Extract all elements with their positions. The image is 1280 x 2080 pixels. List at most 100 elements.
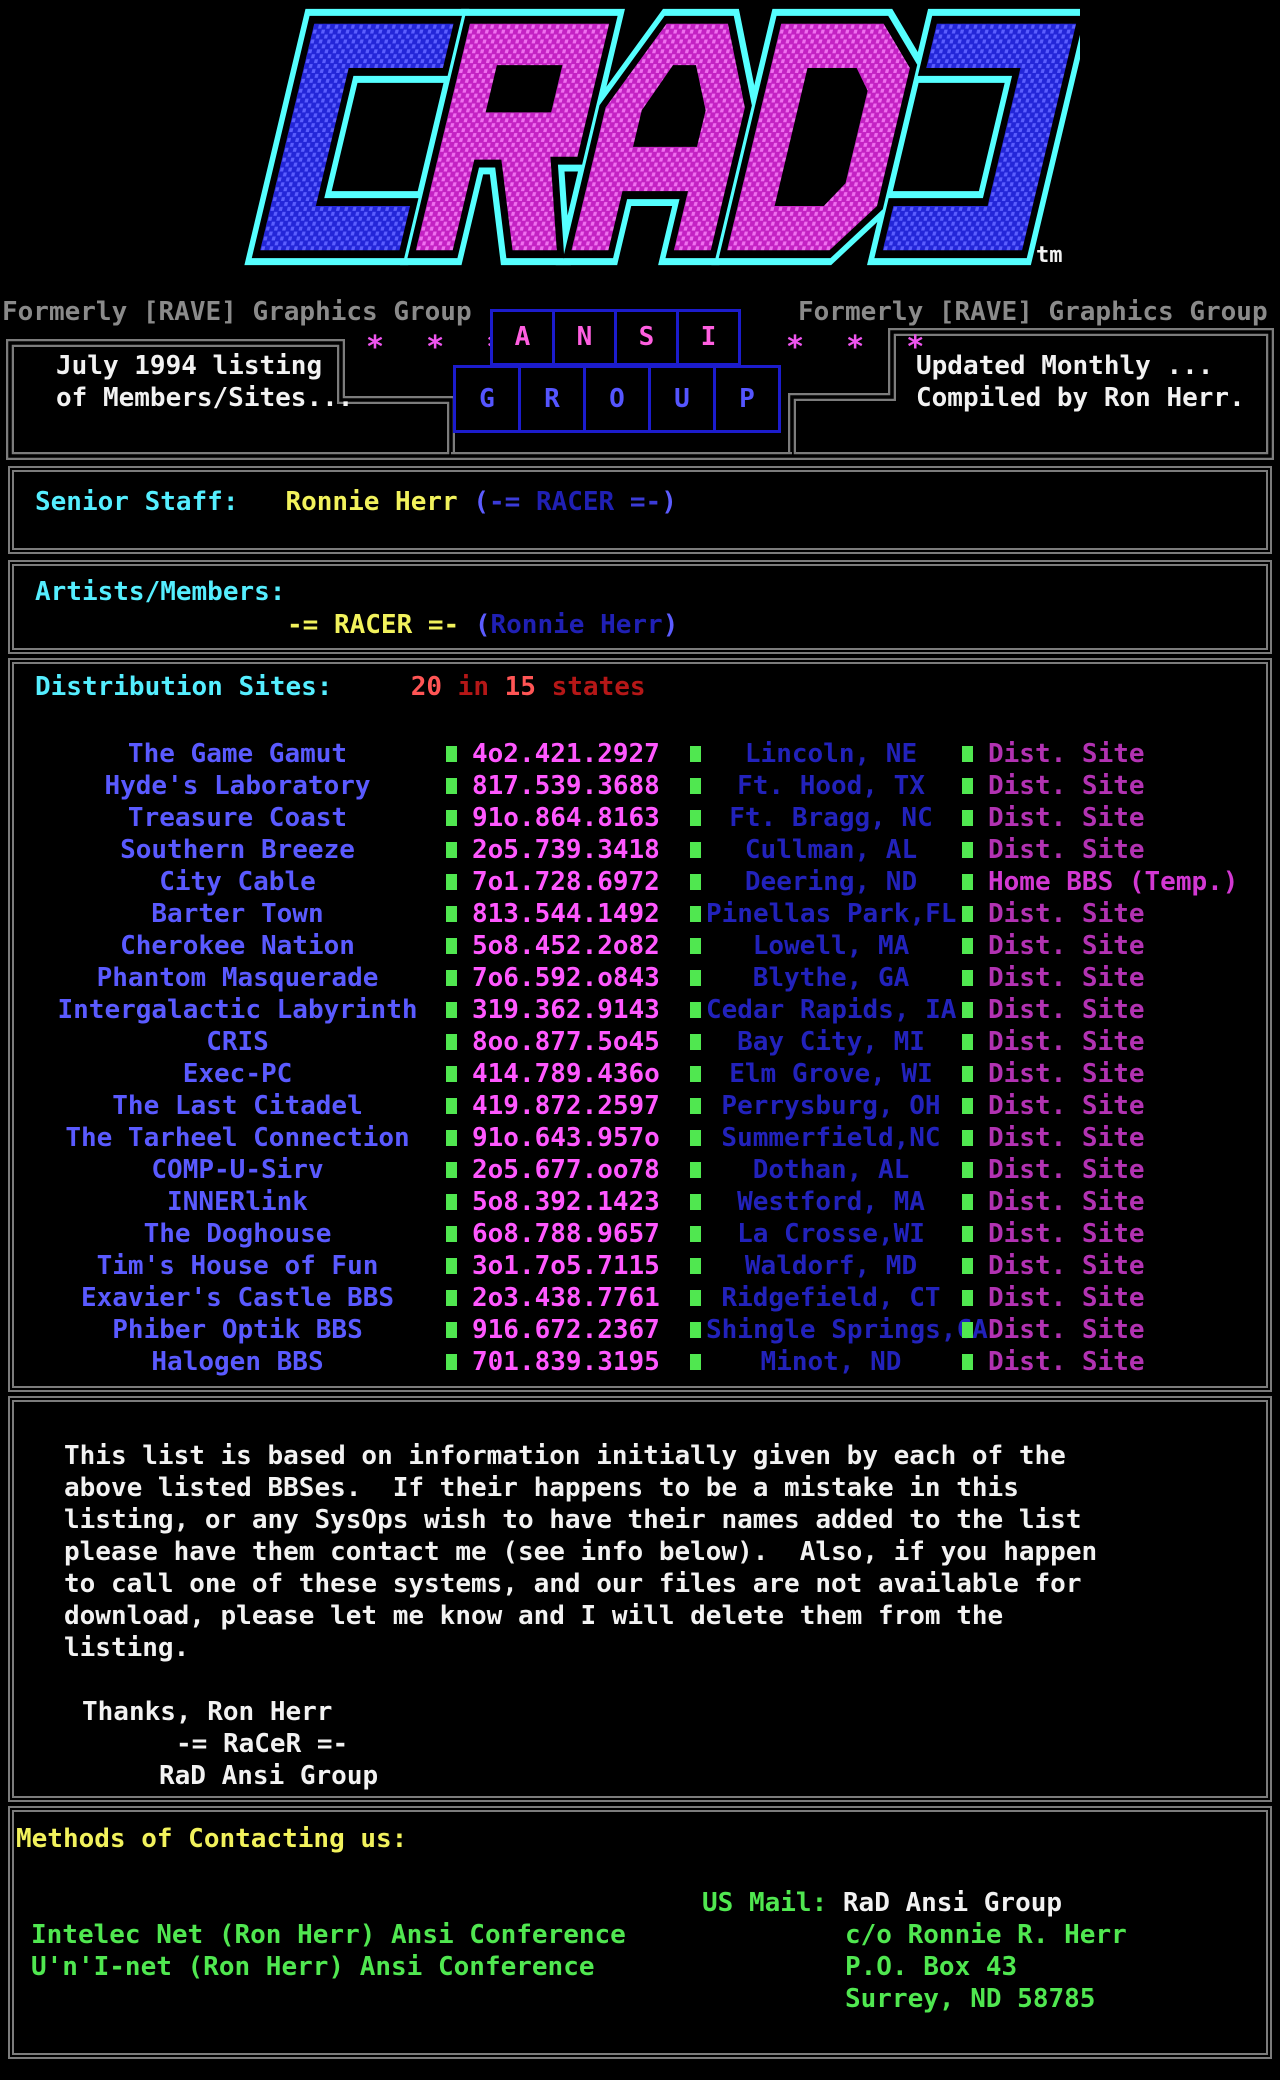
stars-right: * * *	[786, 330, 937, 365]
site-row: The Tarheel Connection 91o.643.957o Summer…	[35, 1122, 1245, 1154]
separator-square-icon	[446, 1034, 457, 1050]
senior-staff-box	[8, 466, 1272, 554]
site-location: Lowell, MA	[752, 931, 910, 961]
artists-members-box	[8, 560, 1272, 654]
separator-square-icon	[962, 1354, 973, 1370]
site-count: 20	[410, 672, 443, 702]
separator-square-icon	[690, 842, 701, 858]
site-status: Dist. Site	[988, 1091, 1145, 1121]
site-row: COMP-U-Sirv 2o5.677.oo78 Dothan, AL Dist. S…	[35, 1154, 1245, 1186]
site-phone: 2o3.438.7761	[472, 1283, 660, 1313]
group-letter-box-g: G	[453, 365, 521, 433]
group-letter-box-o: O	[583, 365, 651, 433]
site-name: Southern Breeze	[120, 835, 355, 865]
separator-square-icon	[446, 1290, 457, 1306]
site-row: Cherokee Nation 5o8.452.2o82 Lowell, MA Dis…	[35, 930, 1245, 962]
thanks-line: Thanks, Ron Herr	[82, 1697, 333, 1727]
separator-square-icon	[446, 1130, 457, 1146]
separator-square-icon	[690, 1162, 701, 1178]
separator-square-icon	[446, 1258, 457, 1274]
network-line-1: Intelec Net (Ron Herr) Ansi Conference	[31, 1920, 626, 1950]
site-name: Exavier's Castle BBS	[80, 1283, 395, 1313]
state-count: 15	[504, 672, 536, 702]
separator-square-icon	[690, 906, 701, 922]
senior-staff-handle: RACER	[535, 487, 615, 517]
site-location: Ft. Bragg, NC	[729, 803, 933, 833]
separator-square-icon	[446, 1066, 457, 1082]
separator-square-icon	[962, 906, 973, 922]
site-location: Deering, ND	[744, 867, 918, 897]
site-status: Dist. Site	[988, 835, 1145, 865]
separator-square-icon	[690, 778, 701, 794]
site-row: Tim's House of Fun 3o1.7o5.7115 Waldorf, M…	[35, 1250, 1245, 1282]
site-phone: 419.872.2597	[472, 1091, 660, 1121]
distribution-sites-box	[8, 658, 1272, 1392]
separator-square-icon	[446, 1098, 457, 1114]
site-location: Ft. Hood, TX	[737, 771, 925, 801]
separator-square-icon	[690, 938, 701, 954]
us-mail-line: US Mail: RaD Ansi Group	[702, 1887, 1062, 1919]
site-status: Dist. Site	[988, 1059, 1145, 1089]
site-location: Dothan, AL	[752, 1155, 910, 1185]
site-row: The Game Gamut 4o2.421.2927 Lincoln, NE Dis…	[35, 738, 1245, 770]
site-status: Dist. Site	[988, 1187, 1145, 1217]
site-name: COMP-U-Sirv	[151, 1155, 324, 1185]
site-status: Dist. Site	[988, 1347, 1145, 1377]
separator-square-icon	[962, 1002, 973, 1018]
site-name: The Game Gamut	[127, 739, 348, 769]
site-status: Dist. Site	[988, 739, 1145, 769]
site-location: Waldorf, MD	[744, 1251, 918, 1281]
separator-square-icon	[962, 1162, 973, 1178]
logo-glyph-bracket-right	[882, 23, 1077, 251]
separator-square-icon	[446, 1002, 457, 1018]
separator-square-icon	[962, 1098, 973, 1114]
group-letter-box-u: U	[648, 365, 716, 433]
separator-square-icon	[962, 778, 973, 794]
site-status: Dist. Site	[988, 899, 1145, 929]
separator-square-icon	[690, 1002, 701, 1018]
site-name: Intergalactic Labyrinth	[57, 995, 418, 1025]
distribution-label: Distribution Sites:	[35, 672, 333, 702]
site-status: Dist. Site	[988, 803, 1145, 833]
separator-square-icon	[446, 778, 457, 794]
site-location: Summerfield,NC	[721, 1123, 941, 1153]
distribution-heading: Distribution Sites: 20 in 15 states	[35, 672, 646, 702]
us-mail-value: RaD Ansi Group	[842, 1888, 1063, 1918]
thanks-group: RaD Ansi Group	[159, 1761, 379, 1791]
site-status: Dist. Site	[988, 963, 1145, 993]
site-status: Dist. Site	[988, 1219, 1145, 1249]
site-status: Dist. Site	[988, 1123, 1145, 1153]
site-status: Dist. Site	[988, 1315, 1145, 1345]
site-name: Exec-PC	[182, 1059, 293, 1089]
senior-staff-label: Senior Staff:	[35, 487, 239, 517]
artist-name: Ronnie Herr	[490, 610, 663, 640]
site-row: The Last Citadel 419.872.2597 Perrysburg, …	[35, 1090, 1245, 1122]
site-name: The Last Citadel	[112, 1091, 363, 1121]
site-status: Dist. Site	[988, 1251, 1145, 1281]
separator-square-icon	[690, 810, 701, 826]
separator-square-icon	[446, 746, 457, 762]
notes-box	[8, 1396, 1272, 1802]
site-location: Ridgefield, CT	[721, 1283, 941, 1313]
senior-staff-line: Senior Staff: Ronnie Herr (-= RACER =-)	[35, 487, 677, 517]
logo-glyph-D	[727, 23, 910, 251]
site-name: Cherokee Nation	[120, 931, 355, 961]
notes-line: download, please let me know and I will …	[64, 1601, 1004, 1631]
logo-glyph-R	[415, 23, 610, 251]
separator-square-icon	[962, 1034, 973, 1050]
site-name: City Cable	[159, 867, 316, 897]
separator-square-icon	[446, 1354, 457, 1370]
site-name: Phiber Optik BBS	[112, 1315, 363, 1345]
site-phone: 2o5.739.3418	[472, 835, 660, 865]
address-line-1: c/o Ronnie R. Herr	[845, 1920, 1127, 1950]
site-row: The Doghouse 6o8.788.9657 La Crosse,WI Dist…	[35, 1218, 1245, 1250]
site-location: Shingle Springs,CA	[706, 1315, 988, 1345]
site-name: CRIS	[206, 1027, 269, 1057]
notes-line: listing.	[64, 1633, 190, 1663]
site-phone: 319.362.9143	[472, 995, 660, 1025]
address-line-3: Surrey, ND 58785	[845, 1984, 1096, 2014]
separator-square-icon	[690, 1290, 701, 1306]
site-phone: 813.544.1492	[472, 899, 660, 929]
